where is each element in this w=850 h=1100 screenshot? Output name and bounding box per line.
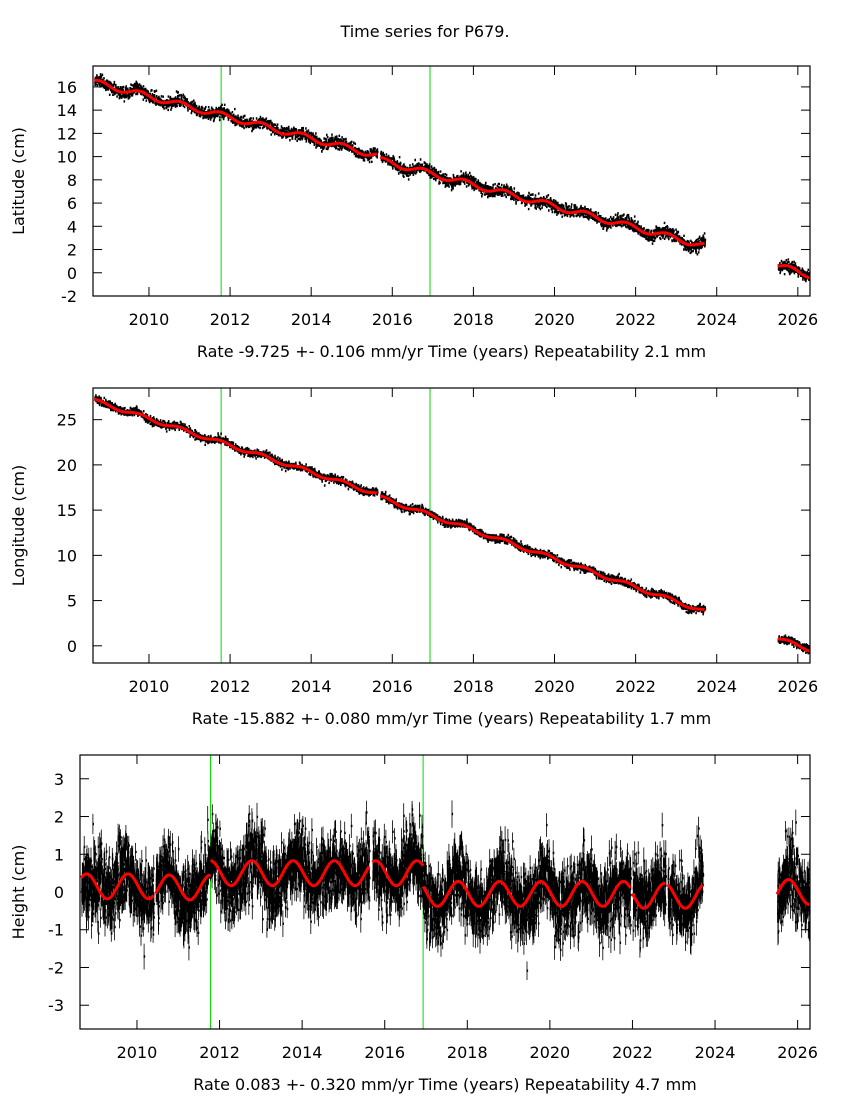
x-tick-label: 2012 <box>199 1043 240 1062</box>
data-markers <box>81 808 810 972</box>
x-tick-label: 2010 <box>117 1043 158 1062</box>
x-tick-label: 2014 <box>282 1043 323 1062</box>
y-axis-label: Height (cm) <box>9 845 28 940</box>
x-tick-label: 2012 <box>210 677 251 696</box>
fit-line <box>379 494 706 612</box>
figure-title: Time series for P679. <box>340 22 510 41</box>
data-points <box>94 73 810 283</box>
x-tick-label: 2018 <box>447 1043 488 1062</box>
y-tick-label: 10 <box>57 546 77 565</box>
y-tick-label: -3 <box>48 996 64 1015</box>
plot-longitude: 2010 2012 2014 2016 2018 2020 2022 2024 2026 0 5 10… <box>9 387 818 728</box>
fit-curves <box>80 859 810 910</box>
x-tick-label: 2020 <box>534 677 575 696</box>
y-tick-label: 2 <box>54 808 64 827</box>
y-tick-label: 1 <box>54 845 64 864</box>
x-tick-label: 2014 <box>291 677 332 696</box>
x-tick-label: 2014 <box>291 310 332 329</box>
fit-line <box>379 156 705 247</box>
x-tick-label: 2016 <box>364 1043 405 1062</box>
x-tick-label: 2024 <box>695 1043 736 1062</box>
y-tick-label: -1 <box>48 921 64 940</box>
fit-line <box>210 859 371 888</box>
data-markers <box>94 73 810 283</box>
y-tick-label: 15 <box>57 501 77 520</box>
x-tick-label: 2016 <box>372 310 413 329</box>
plot-height: 2010 2012 2014 2016 2018 2020 2022 2024 2026 -3 -2… <box>9 754 818 1094</box>
y-tick-label: 5 <box>67 592 77 611</box>
y-tick-label: 4 <box>67 217 77 236</box>
x-tick-label: 2010 <box>129 310 170 329</box>
repeatability-label: Repeatability 2.1 mm <box>534 342 706 361</box>
y-tick-label: -2 <box>61 287 77 306</box>
x-tick-label: 2020 <box>534 310 575 329</box>
plot-latitude: 2010 2012 2014 2016 2018 2020 2022 2024 2026 -2 0 2… <box>9 65 818 361</box>
x-tick-label: 2016 <box>372 677 413 696</box>
x-tick-label: 2024 <box>696 677 737 696</box>
x-axis-label: Rate 0.083 +- 0.320 mm/yr Time (years) R… <box>193 1075 697 1094</box>
y-tick-label: 8 <box>67 171 77 190</box>
x-tick-label: 2018 <box>453 310 494 329</box>
y-tick-label: 0 <box>67 637 77 656</box>
x-tick-label: 2018 <box>453 677 494 696</box>
fit-line <box>93 397 378 495</box>
rate-label: Rate -15.882 +- 0.080 mm/yr <box>192 709 433 728</box>
repeatability-label: Repeatability 1.7 mm <box>539 709 711 728</box>
fit-line <box>666 883 704 910</box>
fit-line <box>93 78 378 157</box>
rate-label: Rate -9.725 +- 0.106 mm/yr <box>197 342 428 361</box>
y-tick-label: 12 <box>57 124 77 143</box>
fit-line <box>80 872 155 901</box>
fit-line <box>631 881 666 910</box>
x-tick-label: 2022 <box>615 310 656 329</box>
y-axis-label: Latitude (cm) <box>9 127 28 235</box>
fit-line <box>421 879 632 908</box>
x-tick-label: 2026 <box>777 1043 818 1062</box>
x-tick-label: 2022 <box>615 677 656 696</box>
y-tick-label: 3 <box>54 770 64 789</box>
x-tick-label: 2026 <box>777 677 818 696</box>
plot-frame <box>92 65 811 297</box>
y-tick-label: 0 <box>67 264 77 283</box>
x-tick-label: 2020 <box>530 1043 571 1062</box>
fit-line <box>371 859 425 888</box>
x-axis-label: Rate -15.882 +- 0.080 mm/yr Time (years)… <box>192 709 711 728</box>
plot-frame <box>92 387 811 664</box>
y-tick-label: -2 <box>48 958 64 977</box>
x-tick-label: 2026 <box>777 310 818 329</box>
y-tick-label: 14 <box>57 101 77 120</box>
y-axis-label: Longitude (cm) <box>9 465 28 587</box>
time-label: Time (years) <box>418 1075 525 1094</box>
y-tick-label: 25 <box>57 411 77 430</box>
x-tick-label: 2024 <box>696 310 737 329</box>
x-tick-label: 2012 <box>210 310 251 329</box>
y-tick-label: 10 <box>57 148 77 167</box>
y-tick-label: 0 <box>54 883 64 902</box>
time-label: Time (years) <box>432 709 539 728</box>
fit-line <box>777 637 810 653</box>
x-axis-label: Rate -9.725 +- 0.106 mm/yr Time (years) … <box>197 342 706 361</box>
fit-curves <box>93 78 810 280</box>
fit-line <box>775 877 810 907</box>
fit-line <box>154 873 211 902</box>
fit-line <box>777 264 810 280</box>
rate-label: Rate 0.083 +- 0.320 mm/yr <box>193 1075 419 1094</box>
repeatability-label: Repeatability 4.7 mm <box>525 1075 697 1094</box>
y-tick-label: 2 <box>67 241 77 260</box>
y-tick-label: 6 <box>67 194 77 213</box>
y-tick-label: 20 <box>57 456 77 475</box>
data-points <box>81 800 810 980</box>
time-label: Time (years) <box>427 342 534 361</box>
x-tick-label: 2022 <box>612 1043 653 1062</box>
y-tick-label: 16 <box>57 78 77 97</box>
fit-curves <box>93 397 810 653</box>
x-tick-label: 2010 <box>129 677 170 696</box>
